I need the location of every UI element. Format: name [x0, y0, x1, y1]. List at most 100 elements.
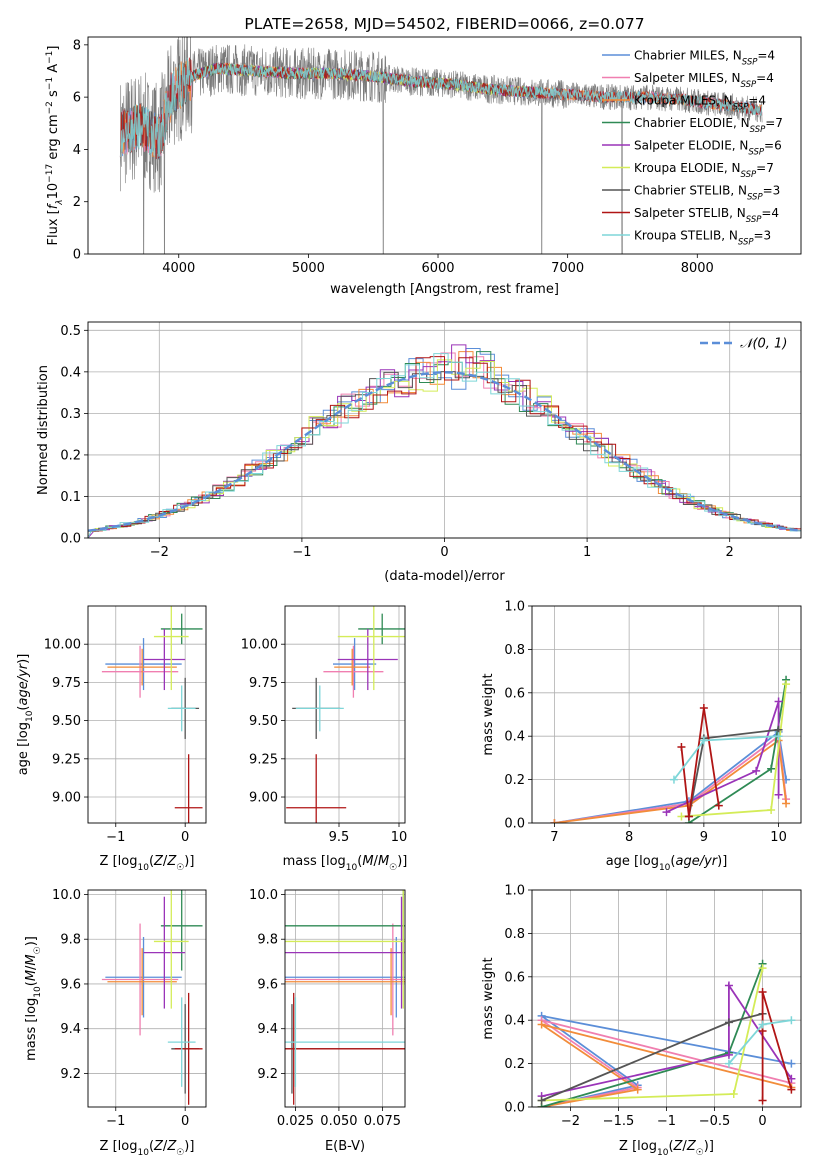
y-tick-label: 0.4: [504, 730, 525, 745]
weight-marker: [662, 808, 671, 817]
plot-area: [101, 890, 203, 1105]
weight-marker: [787, 1059, 796, 1068]
y-tick-label: 0.0: [60, 532, 81, 547]
x-tick-label: 6000: [421, 261, 454, 276]
y-tick-label: 0.6: [504, 686, 525, 701]
x-tick-label: 0: [440, 545, 448, 560]
y-axis-label: mass [log10(M/M☉)]: [24, 936, 43, 1061]
weight-line: [554, 738, 787, 823]
y-tick-label: 10.0: [52, 888, 81, 903]
axes-frame: [531, 889, 802, 1108]
y-tick-label: 9.6: [257, 977, 278, 992]
y-tick-label: 9.50: [249, 714, 278, 729]
x-tick-label: 9: [700, 830, 708, 845]
weight-marker: [633, 1085, 642, 1094]
x-tick-label: 7000: [551, 261, 584, 276]
y-tick-label: 9.75: [52, 676, 81, 691]
weight-line: [680, 707, 720, 817]
y-tick-label: 0.1: [60, 490, 81, 505]
plot-area: [286, 606, 405, 823]
gridlines: [285, 606, 405, 823]
y-axis-label: mass weight: [481, 673, 496, 755]
y-tick-label: 0.4: [504, 1014, 525, 1029]
plot-area: [537, 959, 796, 1107]
errorbar-salpeter_elodie: [337, 628, 398, 691]
weight-marker: [550, 819, 559, 823]
panel-1: 4000 5000 6000 7000 8000 0 2 4 6 8 PLATE=2658, MJD…: [45, 15, 802, 297]
legend-label-chabrier_stelib: Chabrier STELIB, NSSP=3: [634, 184, 780, 203]
errorbar-salpeter_miles: [101, 645, 179, 698]
errorbar-kroupa_elodie: [337, 606, 405, 691]
weight-marker: [774, 790, 783, 799]
x-axis-label: Z [log10(Z/Z☉)]: [100, 1139, 195, 1158]
weight-marker: [724, 1018, 733, 1027]
weights-salpeter_stelib: [758, 987, 796, 1105]
y-tick-label: 1.0: [504, 884, 525, 899]
y-tick-label: 9.25: [52, 752, 81, 767]
y-tick-label: 6: [73, 91, 81, 106]
axes: 9.5 10 9.00 9.25 9.50 9.75 10.00: [241, 605, 408, 845]
chart-title: PLATE=2658, MJD=54502, FIBERID=0066, z=0…: [244, 15, 644, 33]
axes-frame: [87, 36, 802, 255]
axes-frame: [87, 889, 207, 1108]
weight-marker: [758, 1020, 767, 1029]
y-tick-label: 9.4: [257, 1022, 278, 1037]
x-tick-label: −2: [561, 1114, 580, 1129]
errorbar-kroupa_miles: [107, 948, 177, 1016]
x-tick-label: 5000: [292, 261, 325, 276]
axes-frame: [284, 889, 406, 1108]
y-tick-label: 0.5: [60, 324, 81, 339]
legend-label-normal: 𝒩(0, 1): [740, 337, 787, 352]
x-tick-label: 0: [181, 1114, 189, 1129]
y-tick-label: 9.2: [60, 1067, 81, 1082]
legend-label-salpeter_stelib: Salpeter STELIB, NSSP=4: [634, 206, 779, 225]
x-tick-label: −1: [292, 545, 311, 560]
weight-marker: [714, 801, 723, 810]
y-tick-label: 9.6: [60, 977, 81, 992]
axes: −2 −1 0 1 2 0.0 0.1 0.2 0.3 0.4 0.5: [60, 321, 802, 560]
y-tick-label: 0.6: [504, 970, 525, 985]
errorbar-kroupa_stelib: [285, 997, 405, 1087]
x-tick-label: 0.025: [277, 1114, 314, 1129]
weight-marker: [774, 697, 783, 706]
y-tick-label: 9.2: [257, 1067, 278, 1082]
y-axis-label: age [log10(age/yr)]: [16, 654, 35, 776]
y-tick-label: 9.8: [60, 933, 81, 948]
legend-label-kroupa_miles: Kroupa MILES, NSSP=4: [634, 94, 766, 113]
weight-marker: [724, 1050, 733, 1059]
legend-label-kroupa_elodie: Kroupa ELODIE, NSSP=7: [634, 161, 774, 180]
weight-marker: [677, 743, 686, 752]
errorbar-kroupa_stelib: [295, 685, 344, 732]
y-tick-label: 8: [73, 38, 81, 53]
y-tick-label: 9.25: [249, 752, 278, 767]
x-tick-label: 10: [391, 830, 408, 845]
model-spectrum-kroupa_stelib: [119, 57, 763, 158]
legend-label-chabrier_elodie: Chabrier ELODIE, NSSP=7: [634, 116, 783, 135]
weight-marker: [758, 987, 767, 996]
axes: −1 0 9.00 9.25 9.50 9.75 10.00: [44, 605, 207, 845]
weight-marker: [537, 1096, 546, 1105]
errorbar-kroupa_miles: [285, 948, 405, 1016]
y-tick-label: 9.00: [249, 791, 278, 806]
weights-salpeter_elodie: [662, 697, 783, 817]
y-tick-label: 1.0: [504, 600, 525, 615]
errorbar-salpeter_elodie: [143, 628, 186, 691]
x-tick-label: −1: [657, 1114, 676, 1129]
errorbar-salpeter_elodie: [285, 896, 405, 1009]
axes: 0.025 0.050 0.075 9.2 9.4 9.6 9.8 10.0: [249, 888, 406, 1129]
errorbar-chabrier_miles: [333, 638, 377, 691]
weight-marker: [787, 1016, 796, 1025]
x-tick-label: 0.050: [320, 1114, 357, 1129]
panel-3: −1 0 9.00 9.25 9.50 9.75 10.00 Z [log10(Z/Z☉)] a…: [16, 605, 207, 873]
x-tick-label: 0: [758, 1114, 766, 1129]
weight-marker: [729, 1089, 738, 1098]
y-tick-label: 10.00: [241, 638, 278, 653]
plot-area: [88, 344, 801, 538]
weight-marker: [767, 764, 776, 773]
y-tick-label: 2: [73, 195, 81, 210]
y-axis-label: Normed distribution: [36, 365, 51, 495]
x-axis-label: wavelength [Angstrom, rest frame]: [330, 282, 559, 297]
legend: Chabrier MILES, NSSP=4 Salpeter MILES, NS…: [602, 49, 783, 248]
axes: −2 −1.5 −1 −0.5 0 0.0 0.2 0.4 0.6 0.8 1.0: [504, 884, 802, 1129]
errorbar-salpeter_elodie: [143, 896, 186, 1009]
